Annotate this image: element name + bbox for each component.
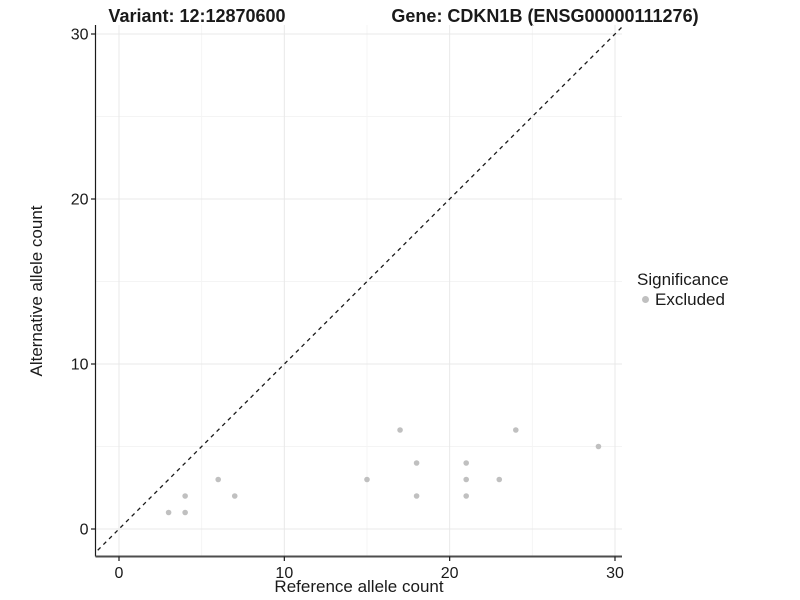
data-point	[463, 476, 469, 483]
data-point	[182, 493, 188, 499]
data-point	[397, 427, 403, 433]
legend: Significance Excluded	[637, 270, 729, 309]
data-point	[496, 476, 503, 483]
data-point	[165, 509, 172, 516]
x-tick-label: 0	[115, 565, 124, 582]
data-point	[413, 460, 420, 466]
y-tick-label: 0	[80, 522, 89, 539]
y-tick-label: 10	[71, 357, 89, 374]
legend-point-icon	[642, 296, 649, 303]
identity-line	[95, 26, 622, 554]
data-point	[512, 427, 519, 433]
legend-entry-label: Excluded	[655, 290, 725, 309]
y-axis-title: Alternative allele count	[27, 205, 46, 377]
data-point	[231, 493, 238, 499]
variant-title: Variant: 12:12870600	[108, 6, 286, 26]
data-point	[182, 509, 188, 516]
data-point	[595, 443, 602, 450]
data-point	[413, 493, 420, 499]
data-point	[463, 460, 469, 466]
x-tick-label: 30	[606, 565, 624, 582]
legend-title: Significance	[637, 270, 729, 289]
gene-title: Gene: CDKN1B (ENSG00000111276)	[391, 6, 699, 26]
legend-entry: Excluded	[637, 291, 729, 308]
x-axis-title: Reference allele count	[274, 577, 444, 596]
x-tick-label: 10	[275, 565, 293, 582]
y-tick-label: 20	[71, 192, 89, 209]
data-point	[364, 476, 370, 483]
data-point	[463, 493, 469, 499]
data-point	[215, 476, 221, 483]
x-tick-label: 20	[441, 565, 459, 582]
y-tick-label: 30	[71, 27, 89, 44]
